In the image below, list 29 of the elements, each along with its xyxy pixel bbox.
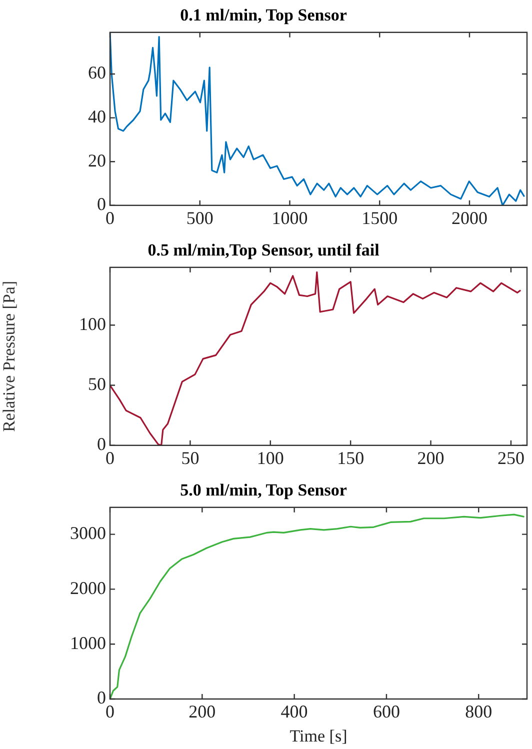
y-tick-label: 2000 [70,578,106,598]
y-tick-label: 1000 [70,632,106,653]
y-tick-label: 0 [97,688,106,708]
chart-title: 5.0 ml/min, Top Sensor [180,480,348,500]
y-tick-label: 0 [97,434,106,454]
x-axis-title: Time [s] [290,726,348,746]
y-tick-label: 0 [97,194,106,214]
y-tick-label: 100 [79,314,106,334]
chart-title: 0.5 ml/min,Top Sensor, until fail [148,240,380,260]
y-axis-title: Relative Pressure [Pa] [0,280,19,432]
x-tick-label: 100 [256,448,284,468]
x-tick-label: 200 [188,702,216,722]
x-tick-label: 2000 [451,208,488,228]
y-tick-label: 60 [88,62,106,83]
chart-title: 0.1 ml/min, Top Sensor [180,6,348,25]
x-tick-label: 1000 [272,208,308,228]
y-tick-label: 20 [88,150,106,170]
x-tick-label: 500 [186,208,214,228]
x-tick-label: 200 [417,448,444,468]
x-tick-label: 150 [337,448,364,468]
y-tick-label: 50 [88,374,106,394]
x-tick-label: 250 [497,448,524,468]
x-tick-label: 1500 [362,208,398,228]
y-tick-label: 3000 [70,523,106,544]
y-tick-label: 40 [88,106,106,127]
x-tick-label: 600 [372,702,400,722]
x-tick-label: 50 [181,448,200,468]
x-tick-label: 400 [280,702,308,722]
x-tick-label: 800 [465,702,492,722]
